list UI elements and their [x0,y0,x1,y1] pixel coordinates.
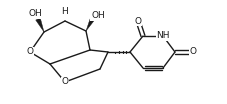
Polygon shape [36,18,44,32]
Text: H: H [62,7,68,17]
Text: O: O [27,48,34,56]
Text: NH: NH [156,32,170,40]
Text: O: O [62,77,69,87]
Text: O: O [190,48,197,56]
Text: OH: OH [28,9,42,19]
Polygon shape [86,17,95,31]
Text: OH: OH [91,12,105,20]
Text: O: O [135,17,141,25]
